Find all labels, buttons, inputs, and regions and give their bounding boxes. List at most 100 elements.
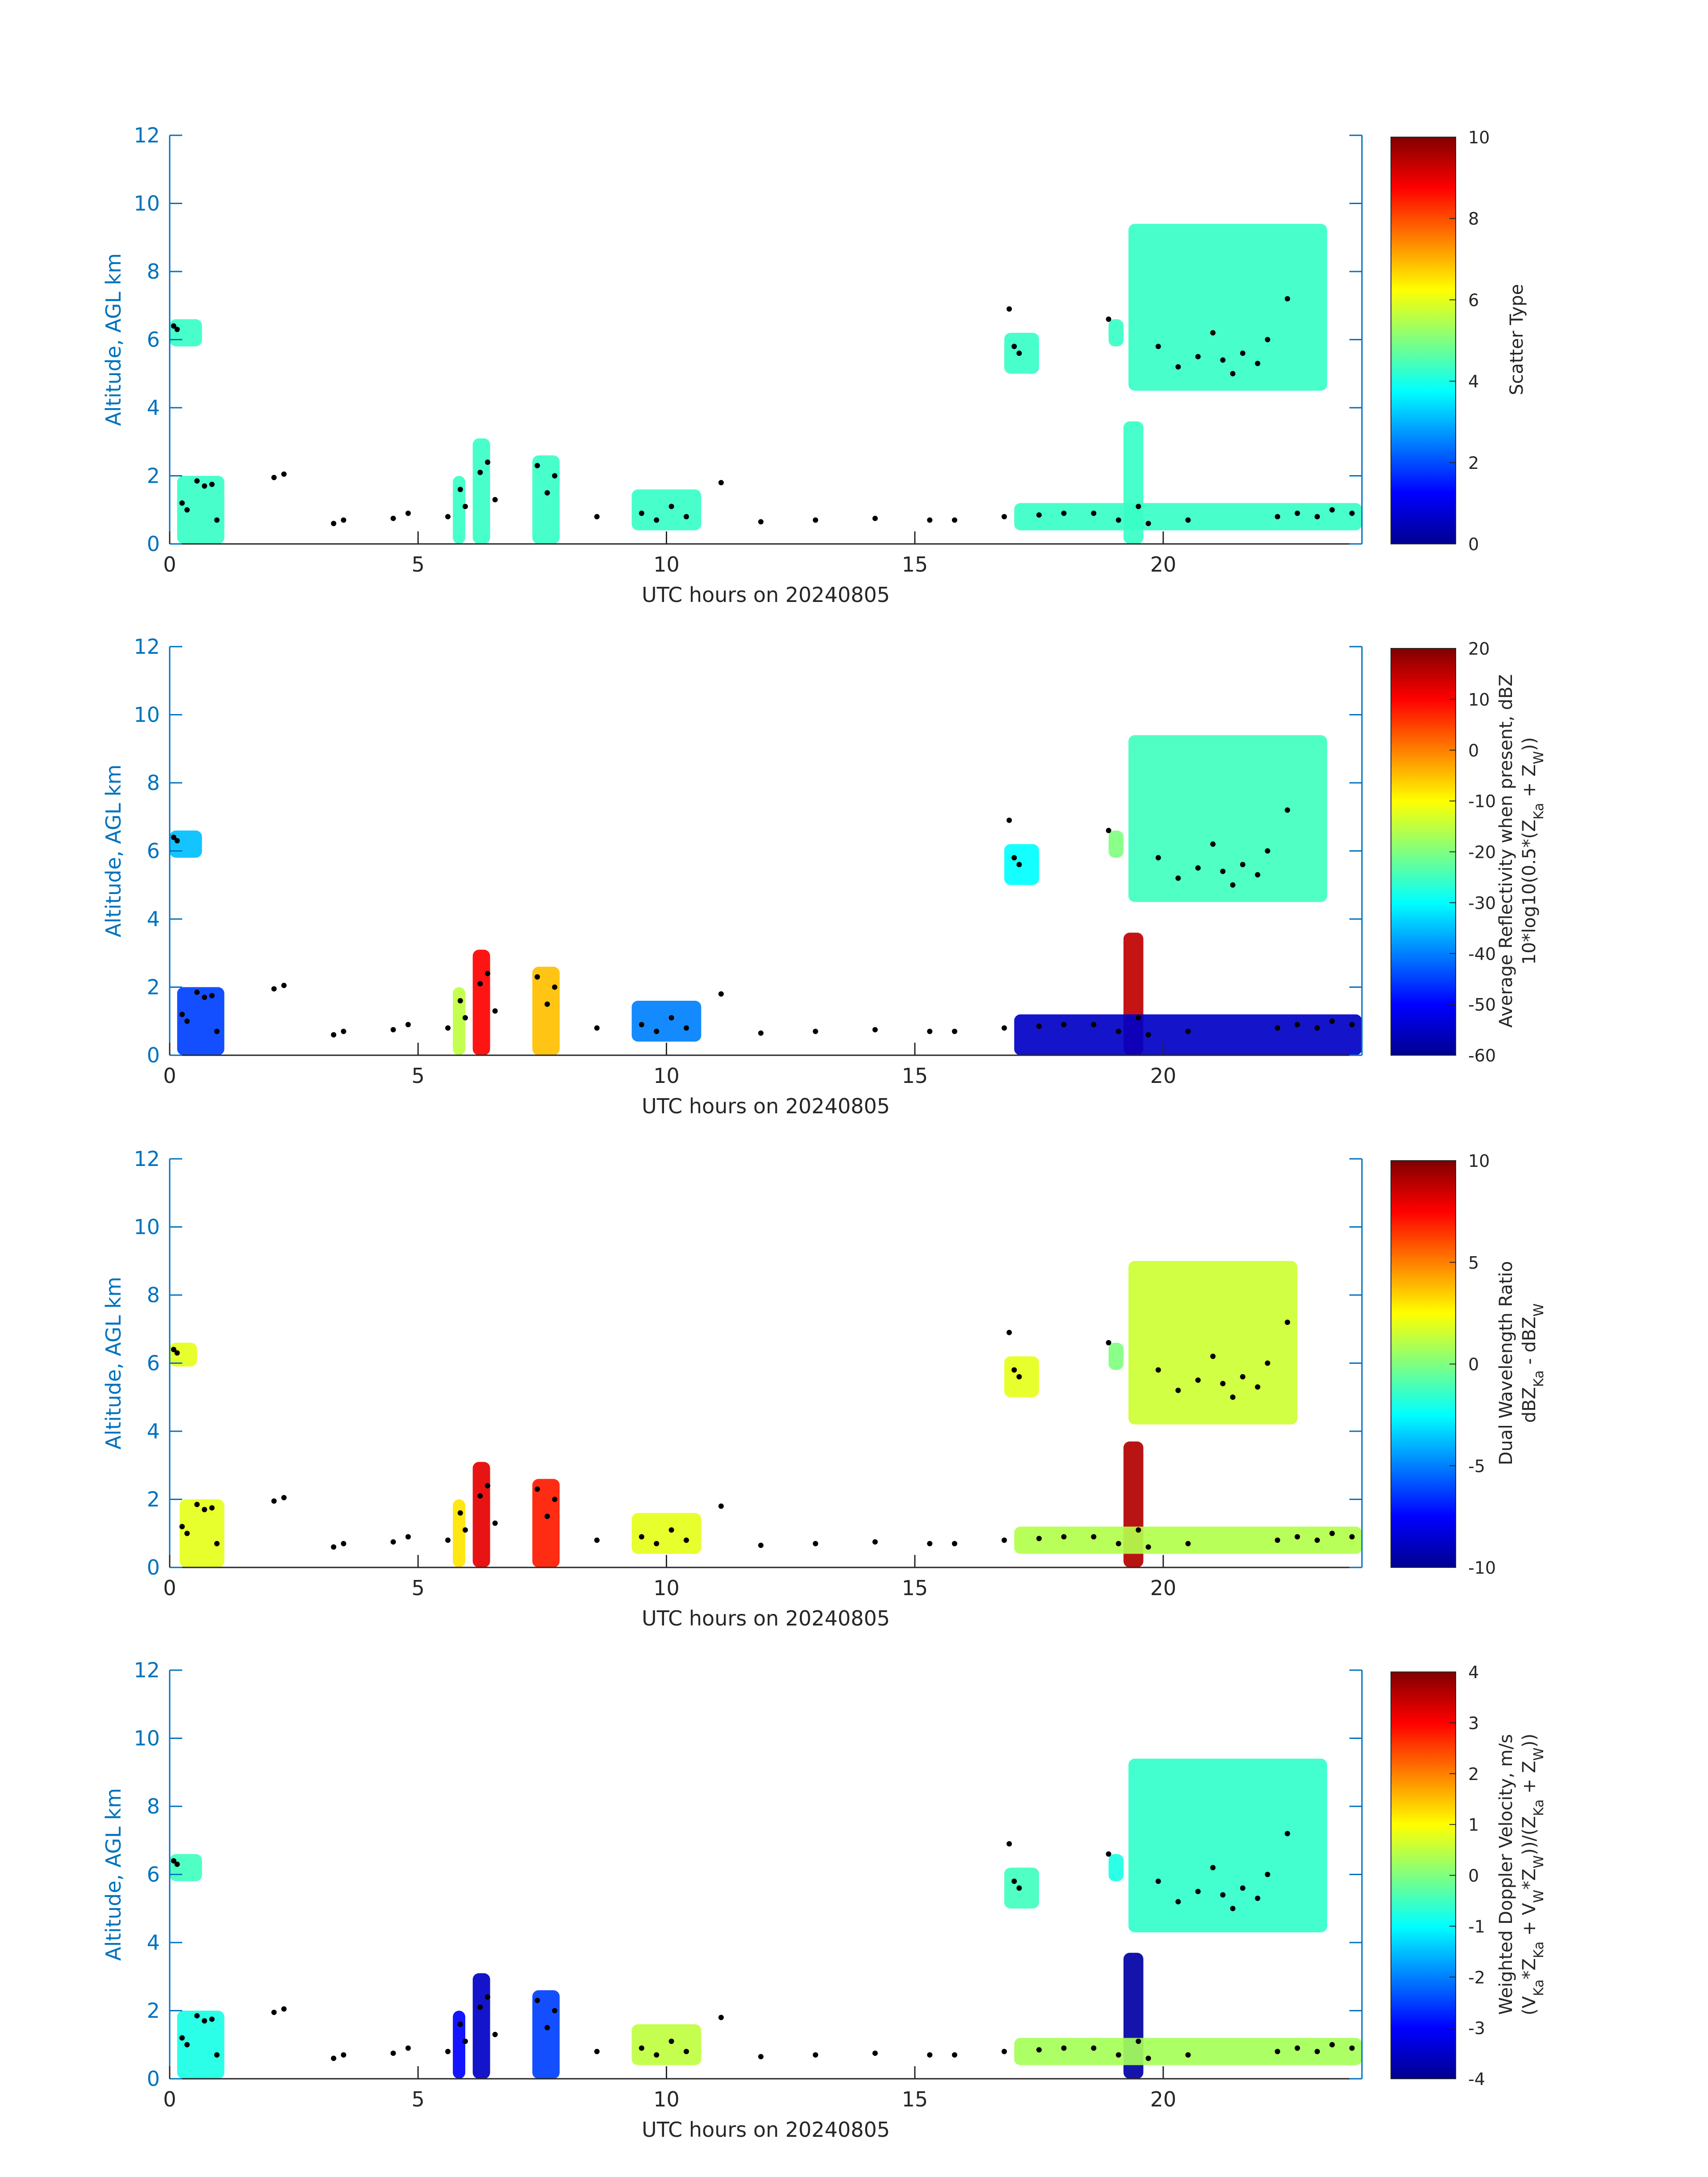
cloud-base-point — [209, 1505, 215, 1511]
x-tick-label: 10 — [653, 1064, 680, 1088]
cloud-base-point — [535, 463, 540, 468]
colorbar-tick-label: 10 — [1468, 128, 1490, 147]
cloud-base-point — [201, 2018, 207, 2024]
cloud-base-point — [492, 1008, 498, 1014]
y-tick-label: 10 — [134, 192, 160, 216]
colorbar-label-line: Scatter Type — [1507, 284, 1527, 395]
cloud-base-point — [209, 2016, 215, 2022]
x-tick-label: 0 — [163, 552, 176, 577]
cloud-base-point — [1136, 2039, 1141, 2044]
cloud-base-point — [445, 2049, 451, 2054]
cloud-base-point — [758, 1030, 764, 1036]
cloud-base-point — [1016, 1885, 1022, 1891]
cloud-base-point — [171, 323, 176, 329]
cloud-base-point — [952, 1541, 957, 1546]
cloud-base-point — [1155, 343, 1161, 349]
cloud-region-3 — [453, 2010, 465, 2079]
x-tick-label: 15 — [902, 2087, 928, 2111]
cloud-base-point — [179, 500, 185, 506]
y-tick-label: 6 — [147, 328, 160, 352]
cloud-base-point — [1136, 1015, 1141, 1021]
x-axis-label: UTC hours on 20240805 — [642, 1606, 890, 1630]
cloud-base-point — [684, 514, 689, 519]
cloud-region-6 — [631, 1513, 702, 1554]
cloud-base-point — [1265, 1872, 1270, 1877]
cloud-base-point — [174, 326, 180, 332]
colorbar-label-formula: 10*log10(0.5*(ZKa + ZW)) — [1519, 737, 1547, 965]
cloud-base-point — [1185, 2052, 1191, 2058]
colorbar-label-line: Average Reflectivity when present, dBZ — [1496, 674, 1516, 1028]
cloud-base-point — [872, 1027, 878, 1032]
cloud-base-point — [1210, 1865, 1216, 1871]
cloud-base-point — [552, 1496, 558, 1502]
colorbar-tick-label: 0 — [1468, 1866, 1479, 1886]
x-tick-label: 5 — [412, 2087, 425, 2111]
colorbar-label: Dual Wavelength Ratio dBZKa - dBZW — [1496, 1261, 1547, 1465]
cloud-region-10 — [1128, 735, 1328, 902]
cloud-base-point — [1115, 1028, 1121, 1034]
cloud-base-point — [1295, 1022, 1300, 1028]
y-tick-label: 8 — [147, 1794, 160, 1818]
cloud-region-2 — [177, 987, 225, 1055]
cloud-base-point — [1230, 882, 1236, 888]
cloud-base-point — [174, 1350, 180, 1356]
cloud-base-point — [654, 1541, 660, 1546]
y-tick-label: 0 — [147, 2067, 160, 2091]
cloud-base-point — [1329, 2042, 1335, 2047]
colorbar-tick-label: 20 — [1468, 639, 1490, 659]
y-tick-label: 4 — [147, 907, 160, 931]
x-tick-label: 20 — [1150, 2087, 1177, 2111]
cloud-base-point — [668, 504, 674, 510]
cloud-base-point — [1091, 510, 1097, 516]
cloud-base-point — [1314, 2049, 1320, 2054]
cloud-base-point — [477, 1493, 483, 1499]
x-tick-label: 15 — [902, 1064, 928, 1088]
cloud-region-4 — [472, 1973, 490, 2079]
cloud-base-point — [1016, 351, 1022, 356]
cloud-base-point — [1011, 855, 1017, 861]
cloud-base-point — [331, 2056, 337, 2061]
cloud-base-point — [1295, 1534, 1300, 1540]
cloud-region-4 — [472, 1462, 490, 1567]
cloud-base-point — [405, 1022, 411, 1028]
cloud-region-3 — [453, 476, 465, 544]
y-axis-label: Altitude, AGL km — [101, 1277, 125, 1450]
cloud-base-point — [544, 490, 550, 496]
colorbar-tick-label: -5 — [1468, 1456, 1485, 1476]
cloud-base-point — [457, 487, 463, 492]
x-tick-label: 10 — [653, 2087, 680, 2111]
cloud-region-2 — [177, 2010, 225, 2079]
cloud-base-point — [171, 1347, 176, 1352]
cloud-base-point — [1155, 1367, 1161, 1373]
cloud-base-point — [758, 1542, 764, 1548]
y-tick-label: 6 — [147, 839, 160, 863]
cloud-region-2 — [177, 476, 225, 544]
cloud-base-point — [718, 480, 724, 485]
cloud-base-point — [1011, 1367, 1017, 1373]
cloud-base-point — [1240, 351, 1245, 356]
cloud-base-point — [1136, 504, 1141, 510]
cloud-base-point — [271, 2010, 277, 2015]
cloud-base-point — [1274, 1025, 1280, 1031]
x-axis-label: UTC hours on 20240805 — [642, 1094, 890, 1118]
cloud-base-point — [1349, 2045, 1355, 2051]
cloud-base-point — [477, 981, 483, 986]
cloud-base-point — [1314, 1025, 1320, 1031]
cloud-base-point — [1265, 1360, 1270, 1366]
cloud-base-point — [174, 1861, 180, 1867]
cloud-base-point — [1155, 1878, 1161, 1884]
cloud-region-6 — [631, 1001, 702, 1042]
colorbar-tick-label: 5 — [1468, 1253, 1479, 1273]
cloud-base-point — [214, 1028, 220, 1034]
y-tick-label: 12 — [134, 1147, 160, 1171]
cloud-base-point — [718, 991, 724, 997]
cloud-base-point — [341, 517, 347, 523]
cloud-base-point — [1349, 1534, 1355, 1540]
y-tick-label: 10 — [134, 1726, 160, 1751]
cloud-base-point — [1285, 1831, 1290, 1836]
cloud-base-point — [758, 2054, 764, 2060]
cloud-base-point — [1011, 1878, 1017, 1884]
colorbar-tick-label: 0 — [1468, 741, 1479, 760]
cloud-base-point — [457, 1510, 463, 1516]
cloud-base-point — [718, 1503, 724, 1509]
